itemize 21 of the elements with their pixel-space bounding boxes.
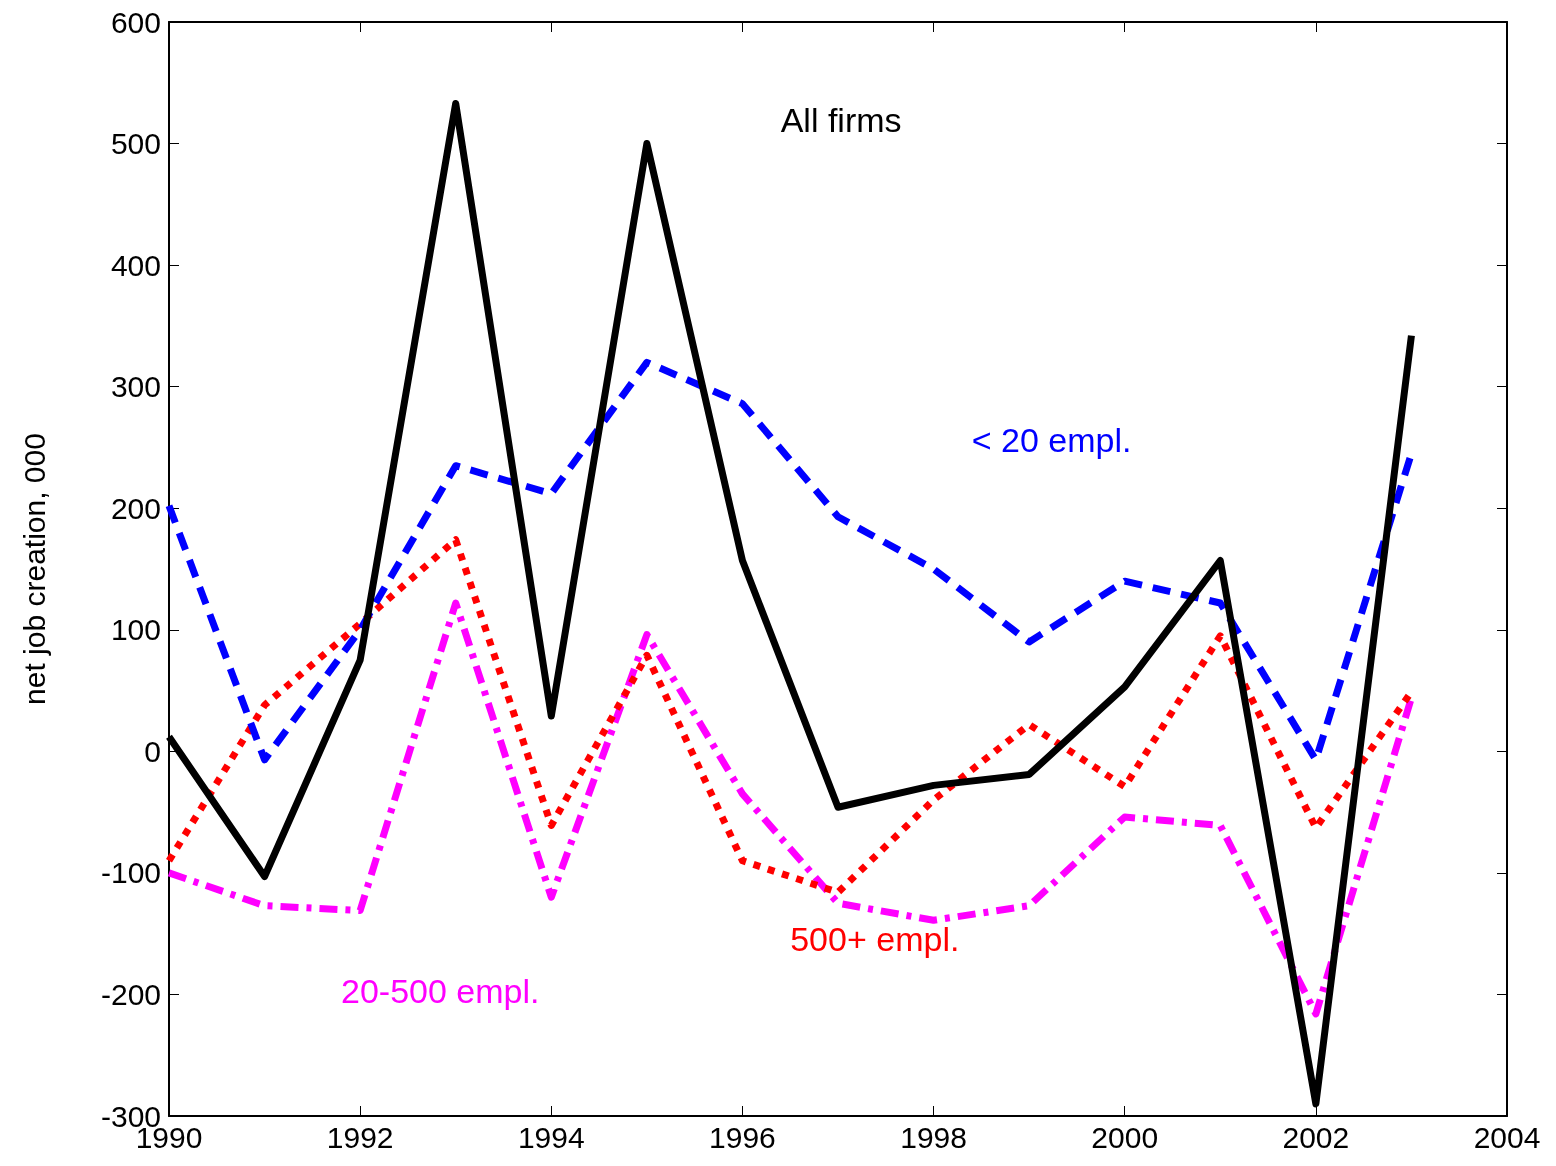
x-tick-label: 1996 xyxy=(709,1120,776,1154)
x-tick-label: 1994 xyxy=(517,1120,585,1154)
y-tick-label: 500 xyxy=(110,127,161,161)
x-tick-label: 2000 xyxy=(1091,1120,1159,1154)
x-tick-label: 2004 xyxy=(1473,1120,1541,1154)
y-tick-label: 300 xyxy=(110,370,161,404)
text: < 20 empl. xyxy=(971,421,1132,460)
x-tick-label: 1998 xyxy=(900,1120,967,1154)
y-tick-label: 0 xyxy=(144,734,161,768)
y-tick-label: 400 xyxy=(110,248,161,282)
y-tick-label: 200 xyxy=(110,491,161,525)
y-tick-label: -100 xyxy=(100,856,161,890)
series-label: 500+ empl. xyxy=(790,919,960,958)
series-label: 20-500 empl. xyxy=(341,971,540,1010)
y-tick-label: 600 xyxy=(110,5,161,39)
x-tick-label: 2002 xyxy=(1282,1120,1350,1154)
y-axis-title: net job creation, 000 xyxy=(17,433,51,705)
x-tick-label: 1992 xyxy=(326,1120,394,1154)
y-tick-label: -200 xyxy=(100,977,161,1011)
text: All firms xyxy=(780,101,902,140)
y-tick-label: 100 xyxy=(110,613,161,647)
